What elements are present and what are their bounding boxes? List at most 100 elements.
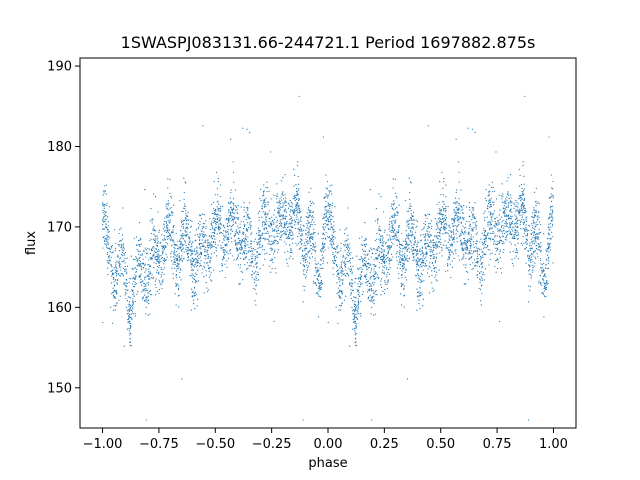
data-point — [292, 258, 294, 260]
data-point — [232, 171, 235, 173]
data-point — [421, 250, 423, 252]
data-point — [423, 236, 425, 238]
data-point — [309, 211, 312, 213]
data-point — [217, 194, 219, 196]
data-point — [530, 259, 532, 261]
data-point — [526, 229, 528, 231]
data-point — [132, 278, 134, 280]
data-point — [509, 251, 511, 253]
data-point — [383, 231, 385, 233]
data-point — [347, 234, 349, 236]
data-point — [213, 232, 216, 235]
data-point — [435, 245, 437, 247]
data-point — [435, 256, 437, 259]
data-point — [543, 283, 546, 285]
data-point — [156, 269, 158, 271]
data-point — [200, 253, 203, 255]
data-point — [421, 274, 423, 276]
data-point — [430, 234, 432, 236]
data-point — [543, 295, 545, 297]
data-point — [161, 287, 163, 290]
data-point — [298, 222, 300, 224]
data-point — [474, 222, 476, 224]
data-point — [418, 278, 420, 280]
data-point — [505, 224, 507, 226]
data-point — [343, 244, 345, 246]
data-point — [347, 248, 349, 250]
data-point — [376, 257, 378, 259]
data-point — [399, 254, 401, 256]
data-point — [289, 230, 291, 232]
data-point — [309, 214, 311, 217]
data-point — [188, 241, 190, 243]
data-point — [346, 243, 349, 245]
data-point — [274, 237, 276, 239]
data-point — [205, 274, 208, 276]
data-point — [543, 275, 545, 277]
data-point — [449, 249, 451, 251]
data-point — [333, 259, 336, 261]
data-point — [131, 304, 134, 307]
data-point — [389, 226, 391, 228]
data-point — [183, 205, 186, 207]
data-point — [339, 267, 341, 269]
data-point — [480, 238, 482, 240]
data-point — [140, 243, 142, 245]
data-point — [402, 268, 405, 270]
data-point — [401, 255, 403, 257]
data-point — [247, 267, 249, 269]
data-point — [538, 249, 541, 251]
data-point — [548, 217, 551, 219]
data-point — [350, 293, 352, 295]
data-point — [419, 248, 421, 250]
data-point — [494, 253, 496, 255]
data-point — [230, 228, 232, 230]
data-point — [263, 221, 265, 223]
data-point — [375, 289, 377, 292]
data-point — [162, 279, 164, 281]
data-point — [165, 253, 167, 255]
data-point — [338, 277, 340, 279]
data-point — [159, 242, 161, 244]
data-point — [479, 300, 482, 302]
data-point — [182, 210, 184, 212]
data-point — [335, 251, 337, 253]
data-point — [180, 229, 182, 232]
data-point — [408, 210, 410, 212]
data-point — [276, 243, 278, 245]
data-point — [545, 288, 548, 290]
data-point — [200, 251, 202, 253]
data-point — [537, 215, 539, 217]
data-point — [243, 232, 245, 234]
data-point — [400, 261, 402, 264]
data-point — [318, 275, 320, 277]
data-point — [107, 247, 109, 250]
data-point — [141, 291, 143, 293]
data-point — [212, 201, 215, 204]
data-point — [172, 226, 174, 228]
data-point — [331, 245, 333, 247]
data-point — [149, 220, 151, 222]
data-point — [384, 289, 386, 291]
data-point — [261, 221, 264, 223]
data-point — [210, 279, 212, 281]
data-point — [299, 235, 302, 237]
data-point — [546, 267, 548, 270]
data-point — [522, 222, 524, 224]
data-point — [472, 236, 474, 238]
data-point — [266, 220, 268, 222]
data-point — [132, 308, 134, 310]
data-point — [439, 235, 441, 238]
data-point — [540, 283, 542, 285]
data-point — [128, 310, 130, 313]
data-point — [476, 262, 478, 264]
data-point — [297, 207, 299, 209]
data-point — [171, 260, 173, 262]
data-point — [271, 220, 273, 222]
data-point — [492, 191, 494, 193]
data-point — [407, 243, 409, 245]
data-point — [247, 213, 249, 216]
data-point — [230, 189, 232, 191]
data-point — [452, 223, 454, 225]
data-point — [276, 240, 279, 243]
